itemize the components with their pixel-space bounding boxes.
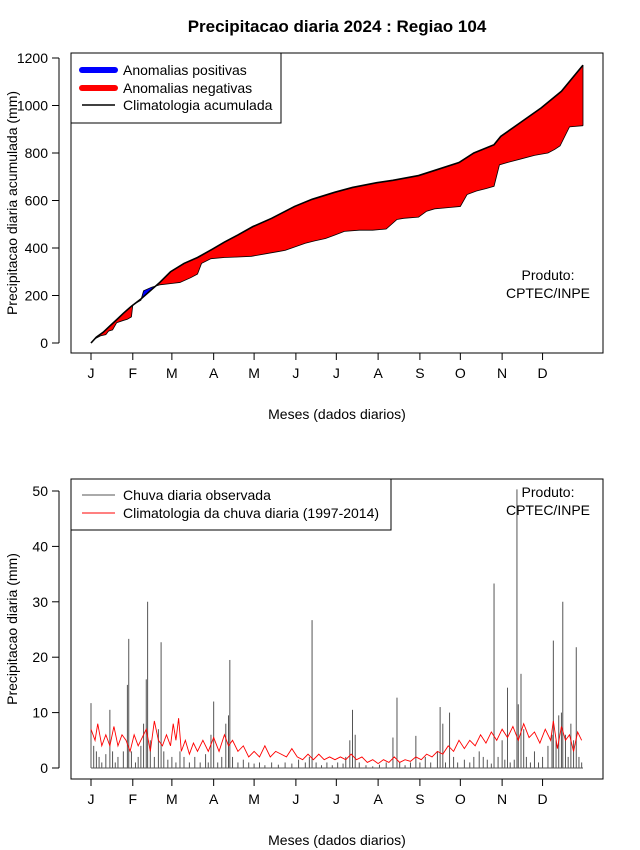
- series-climatologia-acumulada: [90, 64, 584, 344]
- daily-x-tick-label: J: [88, 791, 95, 807]
- cumulative-x-tick-label: D: [537, 365, 547, 381]
- daily-x-tick-label: N: [497, 791, 507, 807]
- daily-y-tick-label: 20: [32, 649, 48, 665]
- daily-chart: 0 10 20 30 40 50 J F M A M J J A S O N D Meses (dados di…: [4, 478, 604, 848]
- legend-label-negative: Anomalias negativas: [123, 80, 252, 96]
- daily-y-tick-label: 0: [40, 760, 48, 776]
- cumulative-x-tick-label: F: [129, 365, 138, 381]
- cumulative-x-tick-label: J: [88, 365, 95, 381]
- cumulative-x-tick-label: M: [166, 365, 178, 381]
- daily-x-tick-label: A: [209, 791, 219, 807]
- cumulative-legend: Anomalias positivas Anomalias negativas …: [70, 52, 282, 124]
- chart-title: Precipitacao diaria 2024 : Regiao 104: [188, 17, 487, 36]
- cumulative-y-tick-label: 200: [25, 288, 49, 304]
- cumulative-x-tick-label: J: [292, 365, 299, 381]
- daily-x-label: Meses (dados diarios): [268, 832, 406, 848]
- daily-product-label: Produto:: [522, 484, 575, 500]
- cumulative-y-tick-label: 0: [40, 335, 48, 351]
- cumulative-product-source: CPTEC/INPE: [506, 285, 590, 301]
- cumulative-y-tick-label: 600: [25, 193, 49, 209]
- cumulative-x-tick-label: J: [333, 365, 340, 381]
- daily-x-tick-label: S: [415, 791, 424, 807]
- series-precipitacao-acumulada-observada: [90, 125, 584, 344]
- daily-y-axis: 0 10 20 30 40 50: [32, 483, 60, 776]
- daily-x-tick-label: M: [166, 791, 178, 807]
- daily-x-tick-label: O: [455, 791, 466, 807]
- daily-y-tick-label: 40: [32, 538, 48, 554]
- daily-x-tick-label: J: [292, 791, 299, 807]
- cumulative-y-tick-label: 1000: [17, 98, 48, 114]
- cumulative-product-label: Produto:: [522, 267, 575, 283]
- cumulative-x-tick-label: M: [248, 365, 260, 381]
- cumulative-x-tick-label: S: [415, 365, 424, 381]
- cumulative-x-tick-label: A: [373, 365, 383, 381]
- legend-label-observed: Chuva diaria observada: [123, 487, 271, 503]
- cumulative-x-label: Meses (dados diarios): [268, 406, 406, 422]
- cumulative-data-layer: [90, 64, 584, 344]
- cumulative-y-tick-label: 400: [25, 240, 49, 256]
- series-climatologia-da-chuva-diaria-1997-2014: [90, 718, 583, 765]
- daily-x-tick-label: F: [129, 791, 138, 807]
- legend-label-positive: Anomalias positivas: [123, 62, 247, 78]
- cumulative-y-axis: 0 200 400 600 800 1000 1200: [17, 50, 60, 351]
- cumulative-y-tick-label: 1200: [17, 50, 48, 66]
- cumulative-y-label: Precipitacao diaria acumulada (mm): [4, 91, 20, 315]
- negative-anomaly-area: [91, 65, 583, 343]
- daily-data-layer: [90, 489, 583, 769]
- daily-y-tick-label: 50: [32, 483, 48, 499]
- daily-x-tick-label: D: [537, 791, 547, 807]
- daily-x-tick-label: J: [333, 791, 340, 807]
- legend-label-daily-climatology: Climatologia da chuva diaria (1997-2014): [123, 505, 379, 521]
- legend-label-climatology: Climatologia acumulada: [123, 97, 273, 113]
- daily-legend: Chuva diaria observada Climatologia da c…: [70, 478, 392, 531]
- cumulative-chart: 0 200 400 600 800 1000 1200 J F M A M J J A S O N D Meses…: [4, 50, 604, 422]
- daily-y-tick-label: 30: [32, 594, 48, 610]
- daily-legend-box: [70, 478, 392, 531]
- daily-x-tick-label: M: [248, 791, 260, 807]
- cumulative-x-tick-label: O: [455, 365, 466, 381]
- cumulative-x-tick-label: N: [497, 365, 507, 381]
- daily-x-tick-label: A: [373, 791, 383, 807]
- cumulative-x-tick-label: A: [209, 365, 219, 381]
- daily-y-tick-label: 10: [32, 705, 48, 721]
- daily-product-source: CPTEC/INPE: [506, 502, 590, 518]
- daily-y-label: Precipitacao diaria (mm): [4, 553, 20, 705]
- cumulative-y-tick-label: 800: [25, 145, 49, 161]
